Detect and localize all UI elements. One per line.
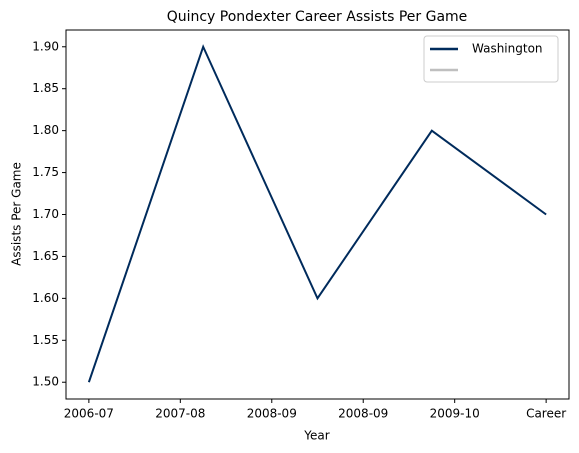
x-tick-label: 2006-07	[64, 407, 114, 421]
x-tick-label: 2008-09	[338, 407, 388, 421]
x-tick-label: 2009-10	[430, 407, 480, 421]
y-tick-label: 1.60	[32, 291, 59, 305]
y-tick-label: 1.70	[32, 207, 59, 221]
series-line	[87, 44, 547, 383]
y-tick-label: 1.50	[32, 375, 59, 389]
y-tick-label: 1.90	[32, 39, 59, 53]
y-tick-label: 1.65	[32, 249, 59, 263]
plot-frame	[65, 29, 570, 400]
x-axis-label: Year	[303, 429, 329, 443]
legend: Washington	[423, 35, 559, 83]
y-tick-label: 1.85	[32, 81, 59, 95]
x-tick-label: 2008-09	[247, 407, 297, 421]
y-tick-label: 1.80	[32, 123, 59, 137]
y-axis-label: Assists Per Game	[10, 162, 24, 266]
y-tick-label: 1.75	[32, 165, 59, 179]
y-tick-label: 1.55	[32, 333, 59, 347]
x-tick-label: 2007-08	[155, 407, 205, 421]
chart-title: Quincy Pondexter Career Assists Per Game	[167, 9, 468, 25]
x-tick-label: Career	[526, 407, 566, 421]
legend-label: Washington	[472, 42, 543, 56]
